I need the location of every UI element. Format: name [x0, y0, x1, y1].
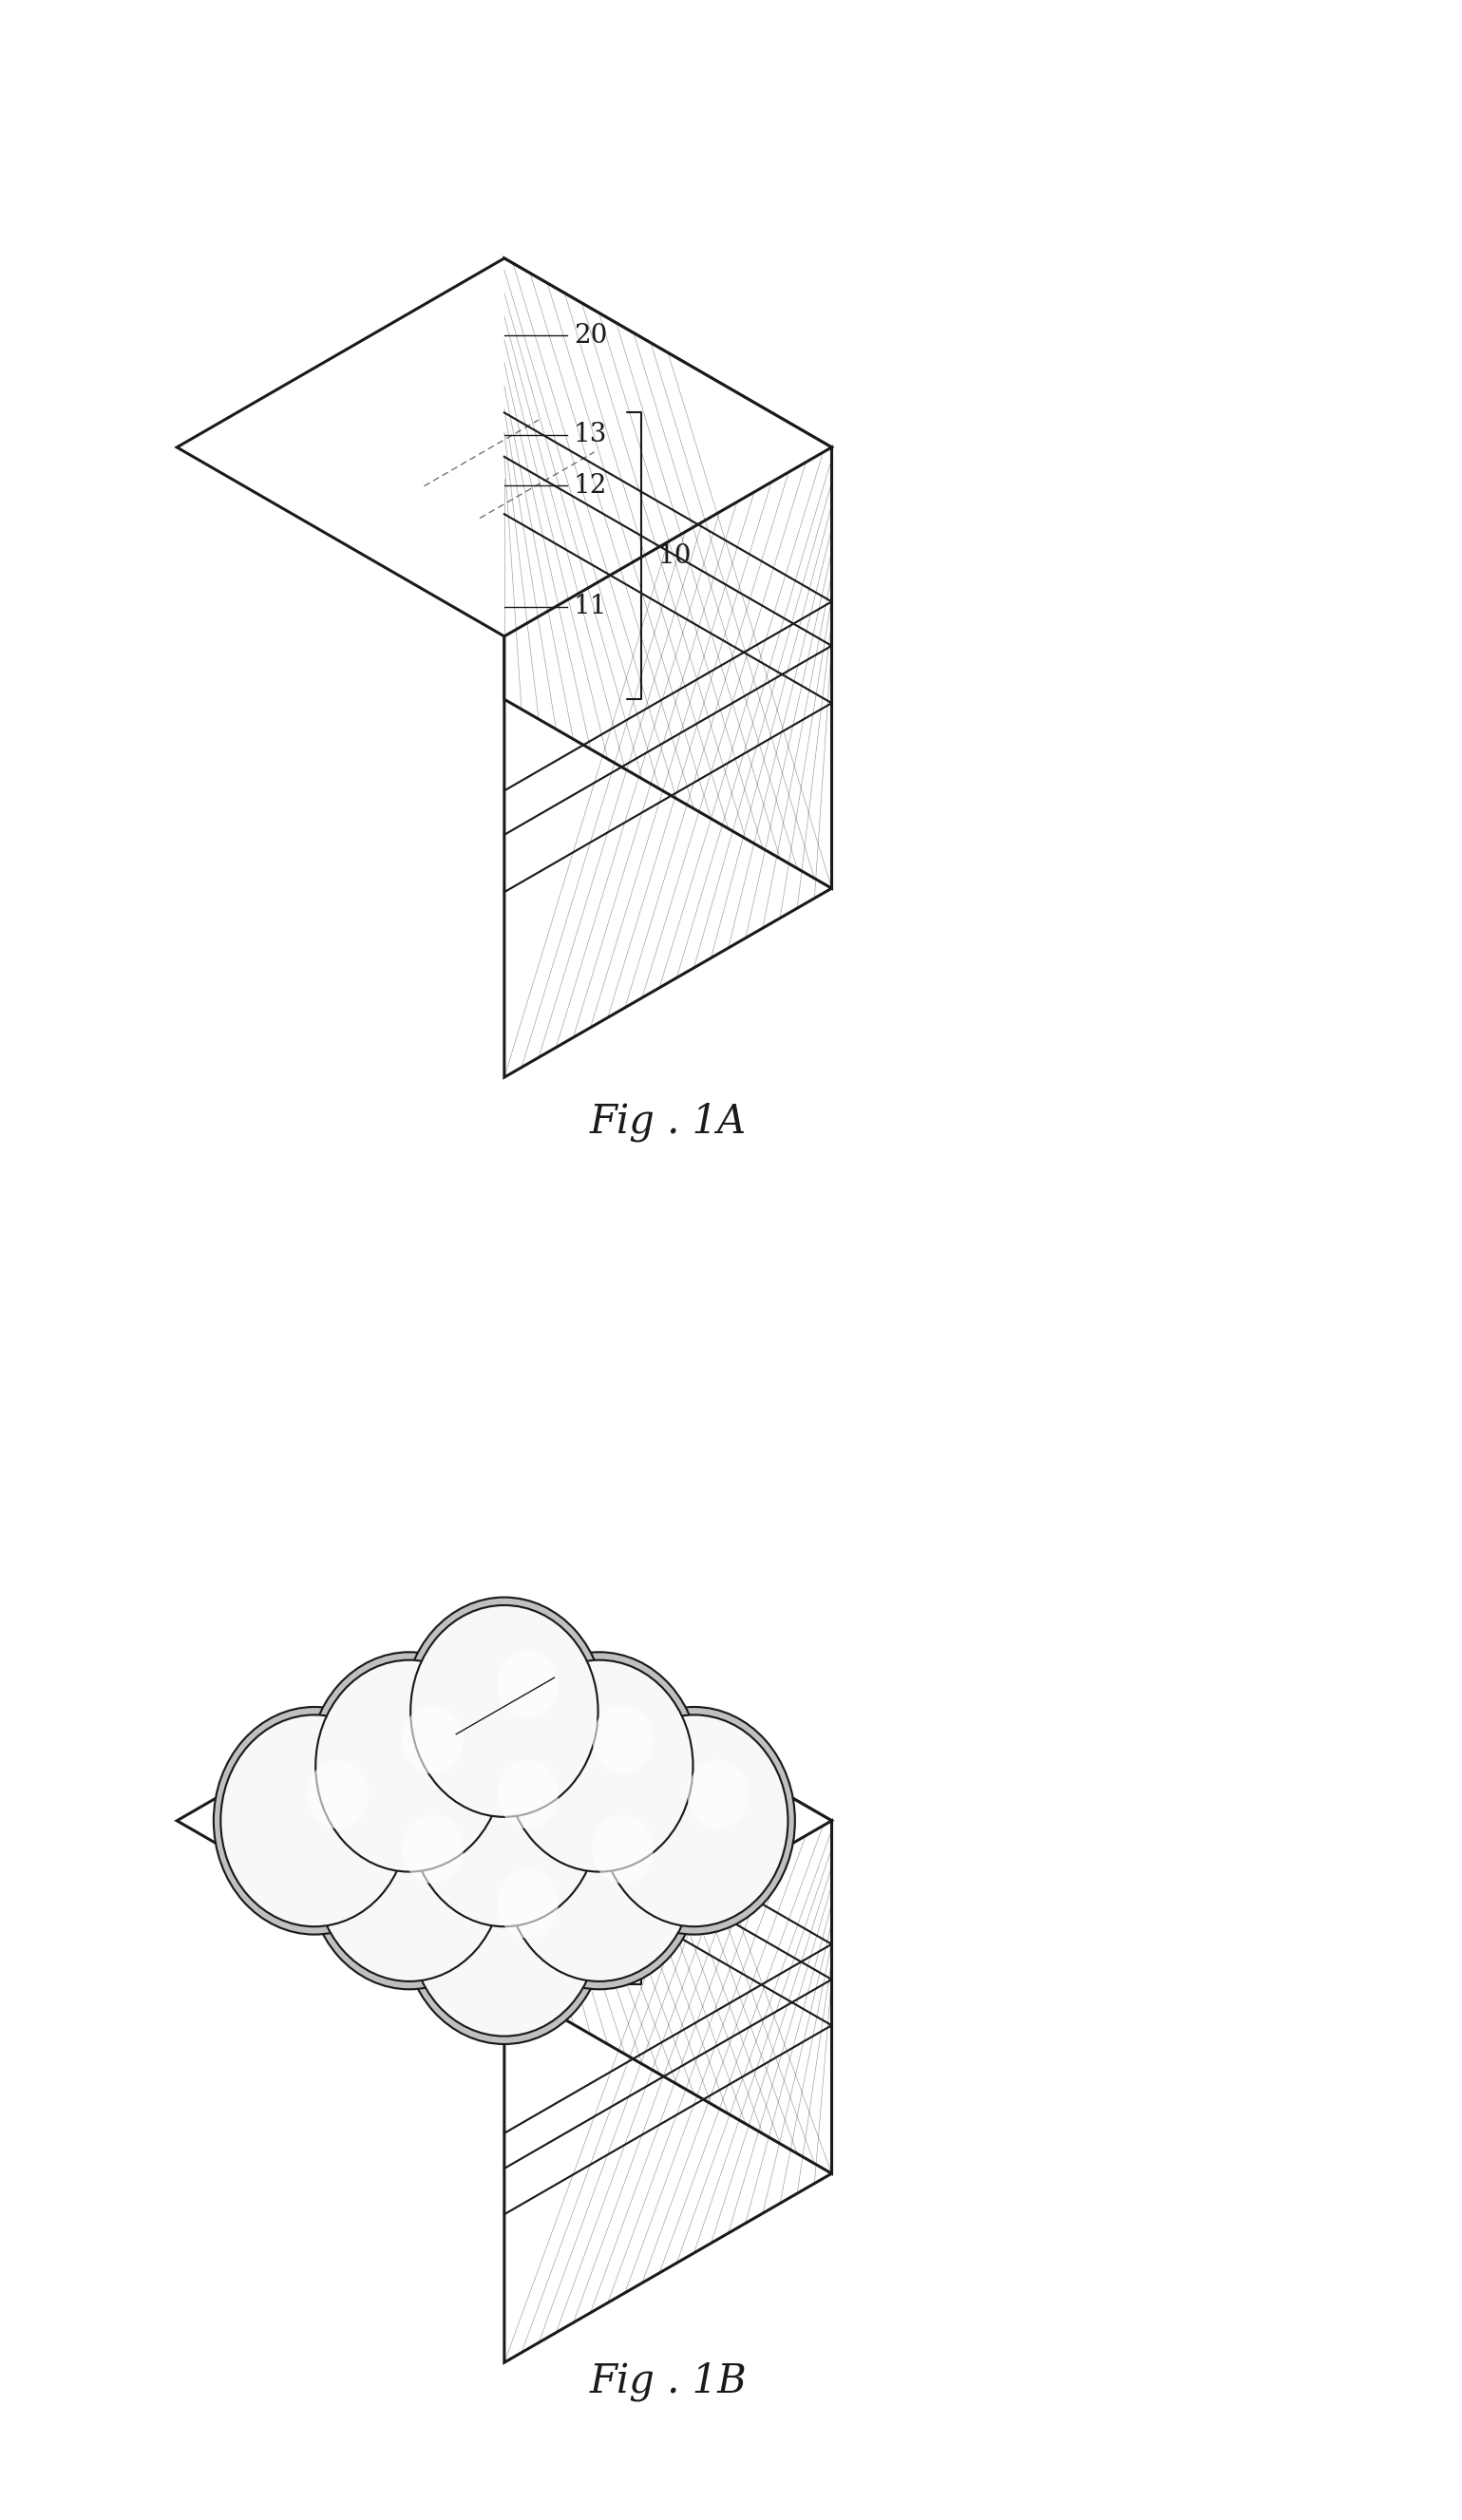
- Ellipse shape: [308, 1761, 510, 1988]
- Ellipse shape: [411, 1714, 598, 1925]
- Text: 12: 12: [573, 1802, 607, 1827]
- Ellipse shape: [404, 1706, 605, 1935]
- Ellipse shape: [402, 1706, 463, 1774]
- Ellipse shape: [316, 1661, 503, 1872]
- Polygon shape: [504, 1819, 832, 2364]
- Ellipse shape: [404, 1598, 605, 1824]
- Ellipse shape: [592, 1814, 654, 1882]
- Ellipse shape: [221, 1714, 408, 1925]
- Polygon shape: [504, 1633, 832, 2172]
- Ellipse shape: [592, 1706, 654, 1774]
- Ellipse shape: [499, 1653, 700, 1880]
- Ellipse shape: [506, 1769, 693, 1981]
- Ellipse shape: [506, 1661, 693, 1872]
- Ellipse shape: [601, 1714, 788, 1925]
- Ellipse shape: [497, 1870, 558, 1938]
- Ellipse shape: [307, 1759, 368, 1830]
- Ellipse shape: [499, 1761, 700, 1988]
- Text: 30: 30: [560, 1666, 594, 1691]
- Text: 11: 11: [573, 595, 607, 620]
- Text: Fig . 1A: Fig . 1A: [589, 1101, 747, 1142]
- Ellipse shape: [316, 1769, 503, 1981]
- Polygon shape: [177, 1633, 832, 2011]
- Ellipse shape: [497, 1759, 558, 1830]
- Ellipse shape: [411, 1605, 598, 1817]
- Ellipse shape: [213, 1706, 415, 1935]
- Text: 10: 10: [658, 1857, 692, 1882]
- Text: 13: 13: [573, 421, 607, 449]
- Ellipse shape: [497, 1651, 558, 1719]
- Polygon shape: [504, 257, 832, 887]
- Ellipse shape: [411, 1824, 598, 2036]
- Ellipse shape: [404, 1817, 605, 2044]
- Polygon shape: [177, 257, 832, 635]
- Text: Fig . 1B: Fig . 1B: [589, 2361, 747, 2402]
- Ellipse shape: [402, 1814, 463, 1882]
- Text: 11: 11: [573, 1898, 607, 1923]
- Text: 12: 12: [573, 474, 607, 499]
- Ellipse shape: [594, 1706, 795, 1935]
- Ellipse shape: [687, 1759, 749, 1830]
- Text: 10: 10: [658, 544, 692, 570]
- Text: 20: 20: [573, 323, 607, 348]
- Text: 20: 20: [573, 1681, 607, 1706]
- Text: 13: 13: [573, 1759, 607, 1787]
- Ellipse shape: [308, 1653, 510, 1880]
- Polygon shape: [504, 446, 832, 1076]
